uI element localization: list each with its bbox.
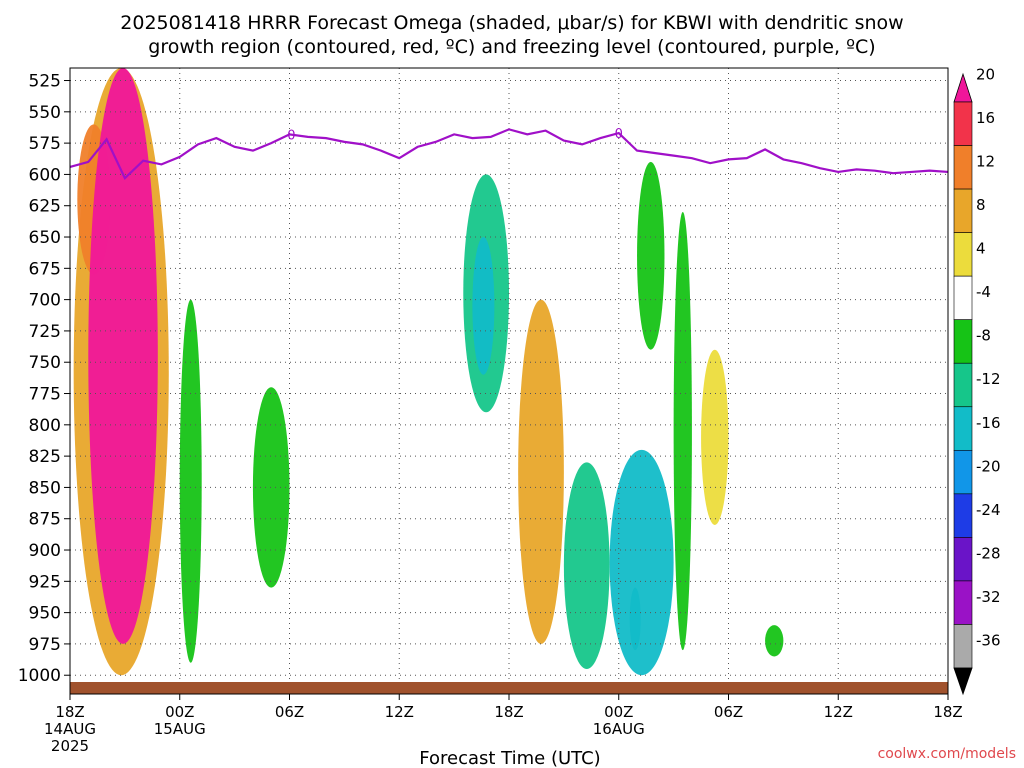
omega-region [518, 299, 564, 644]
colorbar-swatch [953, 493, 973, 538]
y-tick-label: 850 [29, 478, 61, 498]
plot-frame [69, 67, 949, 695]
pressure-axis: 525 550 575 600 625 650 675 700 725 750 775 800 825 8… [18, 72, 70, 686]
colorbar-bottom-triangle [953, 667, 973, 696]
colorbar-label: -28 [976, 544, 1001, 562]
colorbar-label: -32 [976, 588, 1001, 606]
omega-shading [73, 68, 784, 676]
colorbar-label: -36 [976, 631, 1001, 649]
terrain-band [70, 682, 948, 694]
colorbar-swatch [953, 188, 973, 233]
omega-region [629, 587, 641, 651]
colorbar-swatch [953, 319, 973, 364]
y-tick-label: 725 [29, 322, 61, 342]
y-tick-label: 700 [29, 291, 61, 311]
x-tick-label: 06Z [714, 703, 743, 721]
plot-grid [69, 68, 949, 694]
colorbar-label: 4 [976, 240, 986, 258]
freezing-level-line [69, 128, 949, 181]
y-tick-label: 575 [29, 134, 61, 154]
y-tick-label: 900 [29, 541, 61, 561]
x-tick-label: 00Z [604, 703, 633, 721]
colorbar-label: 8 [976, 196, 986, 214]
colorbar-label: 16 [976, 109, 995, 127]
omega-region [563, 462, 610, 669]
colorbar-label: 20 [976, 65, 995, 83]
chart-title-line-2: growth region (contoured, red, ºC) and f… [148, 36, 875, 58]
omega-region [88, 68, 158, 644]
chart-title-line-1: 2025081418 HRRR Forecast Omega (shaded, … [120, 12, 903, 34]
y-tick-label: 600 [29, 165, 61, 185]
colorbar-label: -8 [976, 327, 991, 345]
colorbar-label: -24 [976, 501, 1001, 519]
omega-region [179, 299, 202, 663]
x-tick-label: 06Z [275, 703, 304, 721]
x-tick-label: 16AUG [593, 720, 645, 738]
y-tick-label: 800 [29, 416, 61, 436]
y-tick-label: 525 [29, 72, 61, 92]
omega-region [609, 449, 674, 676]
x-tick-label: 2025 [51, 737, 89, 755]
omega-region [701, 349, 729, 525]
y-tick-label: 550 [29, 103, 61, 123]
colorbar-label: 12 [976, 153, 995, 171]
y-tick-label: 975 [29, 635, 61, 655]
y-tick-label: 675 [29, 259, 61, 279]
colorbar-top-triangle [953, 72, 973, 103]
x-tick-label: 00Z [165, 703, 194, 721]
x-tick-label: 12Z [385, 703, 414, 721]
colorbar-swatch [953, 406, 973, 451]
colorbar-swatch [953, 362, 973, 408]
omega-region [252, 387, 290, 588]
y-tick-label: 825 [29, 447, 61, 467]
chart-title: 2025081418 HRRR Forecast Omega (shaded, … [120, 12, 903, 58]
x-tick-label: 15AUG [154, 720, 206, 738]
y-tick-label: 775 [29, 385, 61, 405]
y-tick-label: 875 [29, 510, 61, 530]
colorbar-swatch [953, 624, 973, 669]
freezing-level-label: 0 [615, 127, 623, 142]
y-tick-label: 925 [29, 572, 61, 592]
omega-region [765, 625, 784, 657]
freezing-level-label: 0 [287, 128, 295, 143]
colorbar-swatch [953, 145, 973, 190]
colorbar-swatch [953, 537, 973, 582]
y-tick-label: 650 [29, 228, 61, 248]
colorbar-swatch [953, 580, 973, 625]
terrain-band-fill [70, 682, 948, 694]
y-tick-label: 950 [29, 604, 61, 624]
x-tick-label: 18Z [494, 703, 523, 721]
x-tick-label: 14AUG [44, 720, 96, 738]
colorbar-label: -12 [976, 370, 1001, 388]
colorbar-label: -4 [976, 283, 991, 301]
colorbar-swatch [953, 450, 973, 495]
credit-link[interactable]: coolwx.com/models [878, 746, 1016, 762]
colorbar-swatch [953, 101, 973, 146]
colorbar: 20 16 12 8 4 -4 -8 -12 -16 -20 -24 -28 -32 -36 [953, 65, 1001, 696]
x-axis-label: Forecast Time (UTC) [419, 748, 600, 768]
x-tick-label: 18Z [55, 703, 84, 721]
omega-region [673, 211, 692, 651]
y-tick-label: 750 [29, 353, 61, 373]
colorbar-label: -20 [976, 457, 1001, 475]
colorbar-label: -16 [976, 414, 1001, 432]
colorbar-swatch [953, 275, 973, 320]
omega-region [637, 161, 665, 350]
x-tick-label: 18Z [933, 703, 962, 721]
y-tick-label: 1000 [18, 666, 61, 686]
x-tick-label: 12Z [824, 703, 853, 721]
omega-region [472, 237, 495, 375]
colorbar-swatch [953, 232, 973, 277]
y-tick-label: 625 [29, 197, 61, 217]
